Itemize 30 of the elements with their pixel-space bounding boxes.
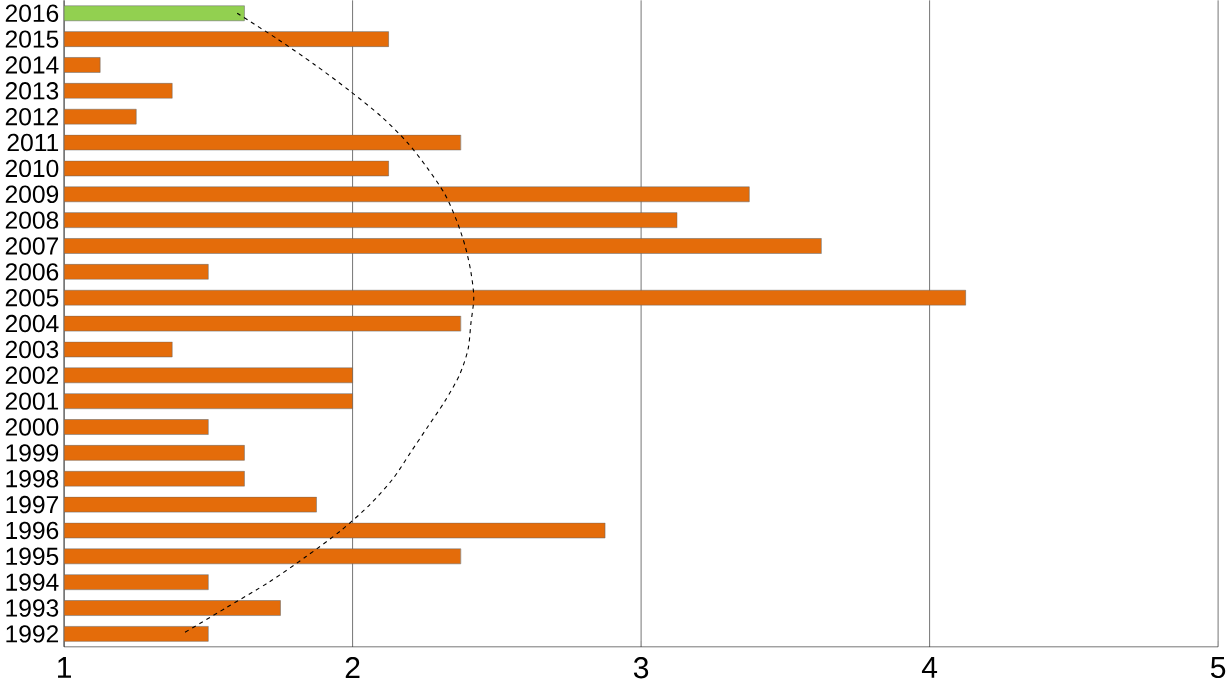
x-tick-label: 4 [921,657,938,678]
y-tick-label: 1997 [6,495,59,514]
x-tick-label: 3 [633,657,649,679]
y-tick-label: 2008 [5,211,59,229]
y-tick-label: 1998 [6,470,59,488]
y-tick-label: 2005 [5,289,59,307]
y-tick-label: 2011 [7,133,59,152]
y-tick-label: 1992 [6,625,59,643]
y-tick-label: 2016 [5,4,59,22]
y-tick-label: 1996 [6,521,59,540]
y-tick-label: 2012 [5,108,59,126]
x-tick-label: 1 [58,657,71,678]
y-tick-label: 2010 [5,159,59,178]
y-tick-label: 1994 [6,573,59,591]
y-tick-label: 2004 [5,314,59,333]
y-tick-label: 2002 [5,366,59,385]
y-tick-label: 2015 [5,30,59,48]
y-tick-label: 1999 [6,444,59,462]
y-tick-label: 2003 [5,340,59,359]
y-tick-label: 2009 [5,185,59,204]
y-tick-label: 2014 [5,56,59,74]
y-tick-label: 2013 [5,82,59,100]
y-tick-label: 2007 [5,237,59,255]
y-tick-label: 2001 [5,392,59,410]
y-tick-label: 1993 [6,599,59,617]
y-tick-label: 1995 [6,547,59,566]
x-tick-label: 5 [1210,657,1226,679]
y-tick-label: 2006 [5,263,59,281]
x-tick-label: 2 [345,657,360,679]
y-tick-label: 2000 [5,418,59,436]
